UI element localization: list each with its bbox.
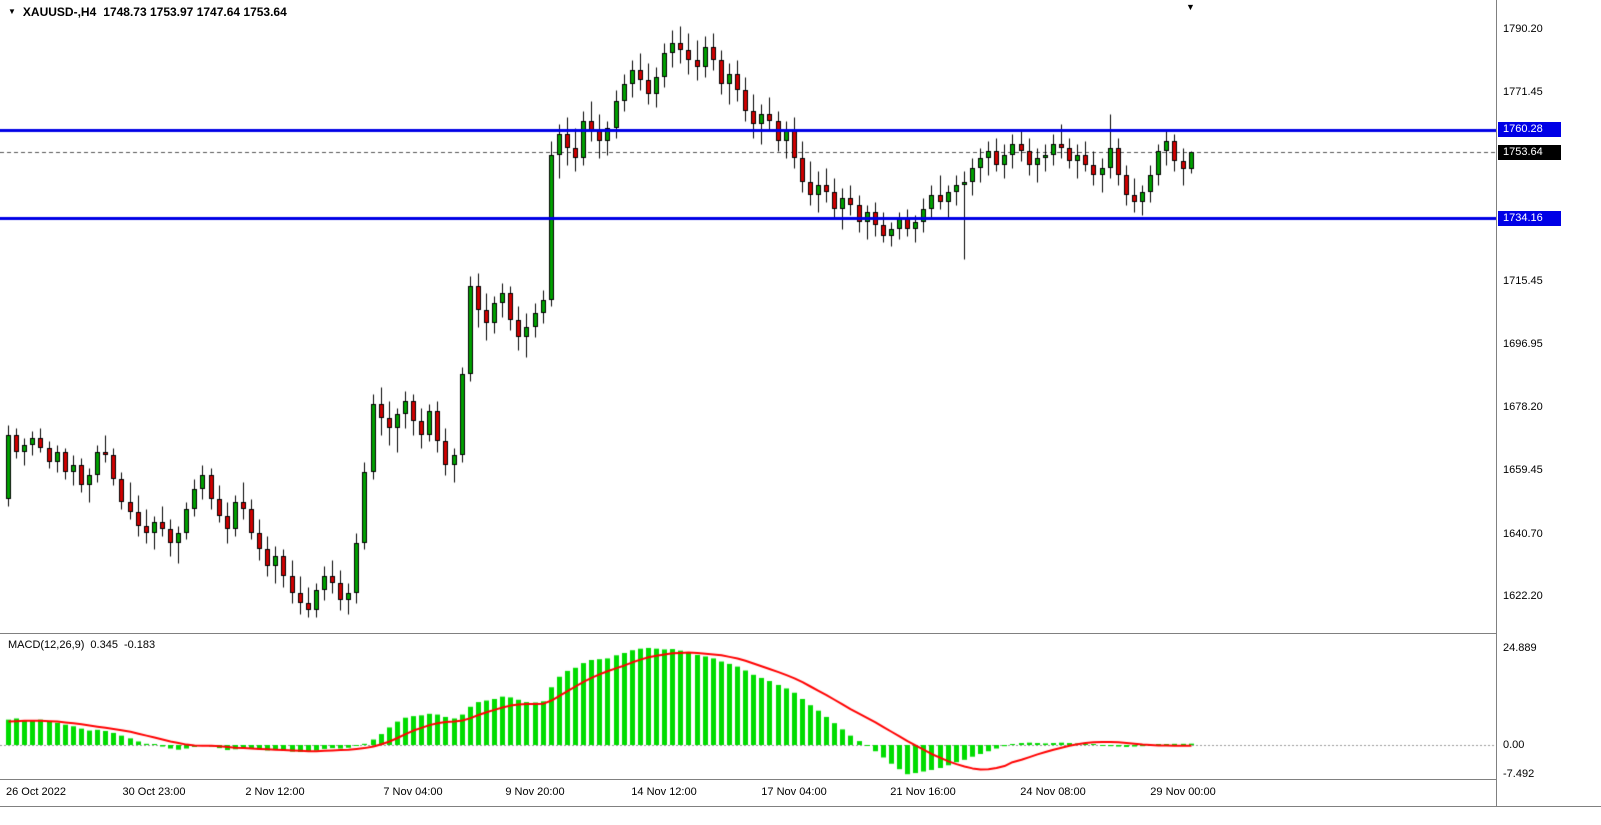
price-tick-label: 1771.45 [1503,86,1543,98]
hline-price-badge: 1760.28 [1498,122,1561,137]
symbol-ohlc: 1748.73 1753.97 1747.64 1753.64 [103,5,287,19]
time-axis-label: 26 Oct 2022 [6,786,66,798]
window-bottom-border-line [0,806,1601,807]
macd-tick-label: 24.889 [1503,642,1537,654]
macd-signal-value: -0.183 [123,639,156,651]
time-axis-label: 30 Oct 23:00 [122,786,186,798]
macd-chart-canvas[interactable] [0,634,1497,779]
time-axis-label: 17 Nov 04:00 [761,786,827,798]
price-axis[interactable]: 1790.20 1771.45 1715.45 1696.95 1678.20 1659.… [1497,0,1601,806]
macd-bottom-border-line [0,779,1601,780]
macd-tick-label: -7.492 [1503,768,1535,780]
price-tick-label: 1790.20 [1503,23,1543,35]
chart-dropdown-icon[interactable]: ▼ [8,7,16,16]
symbol-title: XAUUSD-,H4 [22,5,97,19]
macd-name: MACD(12,26,9) [8,639,85,651]
time-axis-label: 9 Nov 20:00 [505,786,565,798]
bid-price-badge: 1753.64 [1498,145,1561,160]
time-axis-label: 2 Nov 12:00 [245,786,305,798]
price-chart-canvas[interactable] [0,0,1497,633]
price-axis-border-line [1496,0,1497,806]
price-tick-label: 1659.45 [1503,464,1543,476]
chart-shift-icon[interactable]: ▼ [1186,2,1195,12]
macd-main-value: 0.345 [90,639,118,651]
price-tick-label: 1622.20 [1503,590,1543,602]
macd-tick-label: 0.00 [1503,739,1525,751]
time-axis-label: 24 Nov 08:00 [1020,786,1086,798]
macd-indicator-label: MACD(12,26,9) 0.345 -0.183 [8,639,155,651]
time-axis-label: 21 Nov 16:00 [890,786,956,798]
price-tick-label: 1640.70 [1503,528,1543,540]
time-axis-label: 29 Nov 00:00 [1150,786,1216,798]
time-axis-label: 14 Nov 12:00 [631,786,697,798]
panel-divider-line[interactable] [0,633,1601,634]
price-tick-label: 1696.95 [1503,338,1543,350]
symbol-info: ▼ XAUUSD-,H4 1748.73 1753.97 1747.64 175… [8,5,287,19]
hline-price-badge: 1734.16 [1498,211,1561,226]
price-tick-label: 1715.45 [1503,275,1543,287]
time-axis-label: 7 Nov 04:00 [383,786,443,798]
price-tick-label: 1678.20 [1503,401,1543,413]
time-axis[interactable]: 26 Oct 2022 30 Oct 23:00 2 Nov 12:00 7 Nov … [0,780,1496,806]
